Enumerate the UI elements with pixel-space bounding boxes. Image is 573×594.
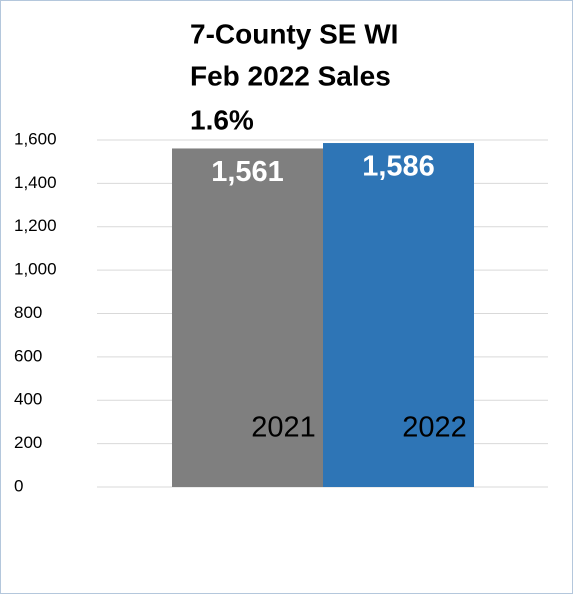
value-label: 1,586 xyxy=(362,151,435,183)
y-tick-label: 1,400 xyxy=(14,173,57,192)
bar xyxy=(172,148,323,487)
chart-subtitle: 1.6% xyxy=(190,104,254,135)
category-label: 2022 xyxy=(402,412,467,444)
y-tick-label: 1,600 xyxy=(14,129,57,148)
chart-title-line: 7-County SE WI xyxy=(190,18,398,49)
y-tick-label: 200 xyxy=(14,433,42,452)
y-tick-label: 1,000 xyxy=(14,260,57,279)
y-tick-label: 800 xyxy=(14,303,42,322)
y-tick-label: 600 xyxy=(14,346,42,365)
y-tick-label: 0 xyxy=(14,476,23,495)
value-label: 1,561 xyxy=(211,156,284,188)
bar xyxy=(323,143,474,487)
category-label: 2021 xyxy=(251,412,316,444)
y-tick-label: 1,200 xyxy=(14,216,57,235)
chart-title-line: Feb 2022 Sales xyxy=(190,60,391,91)
y-tick-label: 400 xyxy=(14,390,42,409)
